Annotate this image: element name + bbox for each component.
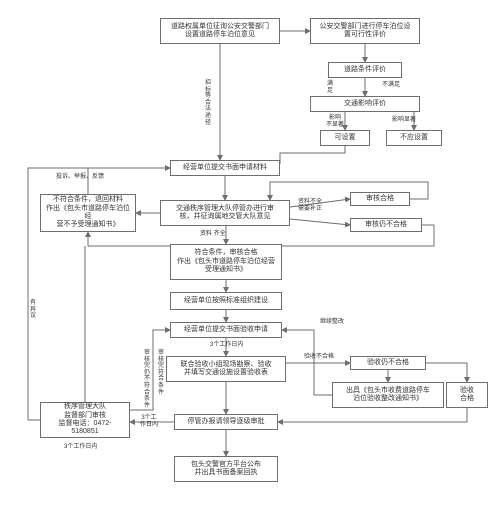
edge-label: 资料不全 需要补正 <box>298 199 322 212</box>
flow-node-n8: 交通秩序管理大队停管办进行审核，并征询属地交管大队意见 <box>160 200 290 226</box>
edge <box>280 146 345 164</box>
flow-node-n12: 符合条件，审核合格作出《包头市道路停车泊位经营受理通知书》 <box>170 244 282 280</box>
edge-label: 验收不合格 <box>304 354 334 361</box>
flow-node-n7: 经营单位提交书面申请材料 <box>170 160 280 176</box>
flow-node-n2: 公安交警部门进行停车泊位设置可行性评价 <box>310 18 420 44</box>
flow-node-n5: 可设置 <box>320 130 370 146</box>
edge-label: 投诉、举报、反馈 <box>56 174 104 181</box>
edge <box>278 408 467 422</box>
edge-label: 3个工 作日内 <box>140 415 158 428</box>
flow-node-n9: 不符合条件，退回材料作出《包头市道路停车泊位经营不予受理通知书》 <box>40 194 136 232</box>
flow-node-n10: 审核合格 <box>350 192 410 206</box>
flow-node-n18: 验收合格 <box>446 382 488 408</box>
flowchart-canvas: 道路权属单位征询公安交警部门设置道路停车泊位意见 公安交警部门进行停车泊位设置可行… <box>10 10 490 514</box>
edge-label: 满 足 <box>327 81 333 94</box>
edge <box>426 363 467 382</box>
flow-node-n17: 出具《包头市收费道路停车泊位验收整改通知书》 <box>332 382 444 408</box>
edge-label: 影响显著 <box>392 117 416 124</box>
edge <box>88 168 170 194</box>
edge-label: 有 异 议 <box>30 300 36 320</box>
edge <box>290 219 350 225</box>
edge-label: 影响 不显著 <box>326 115 344 128</box>
flow-node-n6: 不应设置 <box>386 130 442 146</box>
flow-node-n4: 交通影响评价 <box>310 96 420 112</box>
flow-node-n19: 停管办报请领导逐级审批 <box>174 414 278 430</box>
flow-node-n1: 道路权属单位征询公安交警部门设置道路停车泊位意见 <box>160 18 280 44</box>
flow-node-n20: 秩序管理大队监督部门审核监督电话：0472-5180851 <box>40 402 130 438</box>
flow-node-n3: 道路条件评价 <box>328 62 402 78</box>
edge-label: 不满足 <box>382 82 400 89</box>
flow-node-n14: 经营单位提交书面验收申请 <box>170 322 282 338</box>
edge <box>282 330 332 395</box>
edge-label: 审 核 完 符 合 条 件 <box>158 350 164 396</box>
flow-node-n13: 经营单位按照标准组织建设 <box>170 292 282 310</box>
edge-label: 资料 齐全 <box>200 231 226 238</box>
flow-node-n15: 联合验收小组现场勘察、验收并填写交通设施设置验收表 <box>166 356 286 382</box>
flow-node-n11: 审核仍不合格 <box>350 218 422 232</box>
edge-label: 继续整改 <box>320 319 344 326</box>
flow-node-n21: 包头交警官方平台公布并出具书面备案回执 <box>174 456 278 482</box>
edge-label: 招 标 等 合 法 途 径 <box>205 80 211 126</box>
flow-node-n16: 验收仍不合格 <box>350 356 426 370</box>
edge-label: 3个工作日内 <box>210 342 243 349</box>
edge-label: 审 核 完 仍 不 符 合 条 件 <box>144 350 150 409</box>
edge-label: 3个工作日内 <box>64 444 97 451</box>
